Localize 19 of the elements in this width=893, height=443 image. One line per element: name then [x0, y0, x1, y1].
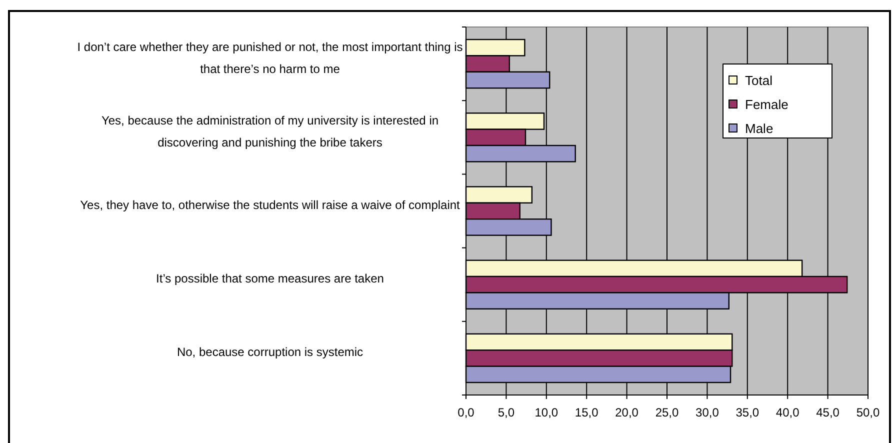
legend-label: Male: [745, 121, 774, 136]
legend-label: Total: [745, 73, 773, 88]
x-tick-label: 45,0: [816, 405, 840, 420]
y-tick-label: No, because corruption is systemic: [176, 345, 364, 360]
x-tick-label: 20,0: [615, 405, 639, 420]
x-tick-label: 5,0: [498, 405, 515, 420]
x-tick-label: 15,0: [574, 405, 599, 420]
x-tick-label: 40,0: [776, 405, 800, 420]
y-tick-label: Yes, they have to, otherwise the students will raise a waive of complaint: [80, 198, 461, 212]
x-tick-label: 0,0: [458, 405, 475, 420]
y-tick-label: I don’t care whether they are punished or not, the most important thing is that there’s no harm to me: [77, 40, 463, 76]
x-tick-label: 30,0: [696, 405, 720, 420]
x-tick-label: 25,0: [655, 405, 679, 420]
legend-label: Female: [745, 97, 788, 112]
y-tick-label: It’s possible that some measures are taken: [156, 272, 384, 286]
y-tick-label: Yes, because the administration of my university is interested in discovering and punishing the bribe takers: [101, 113, 439, 150]
x-tick-label: 50,0: [856, 405, 880, 420]
x-tick-label: 35,0: [736, 405, 760, 420]
x-tick-label: 10,0: [534, 405, 558, 420]
